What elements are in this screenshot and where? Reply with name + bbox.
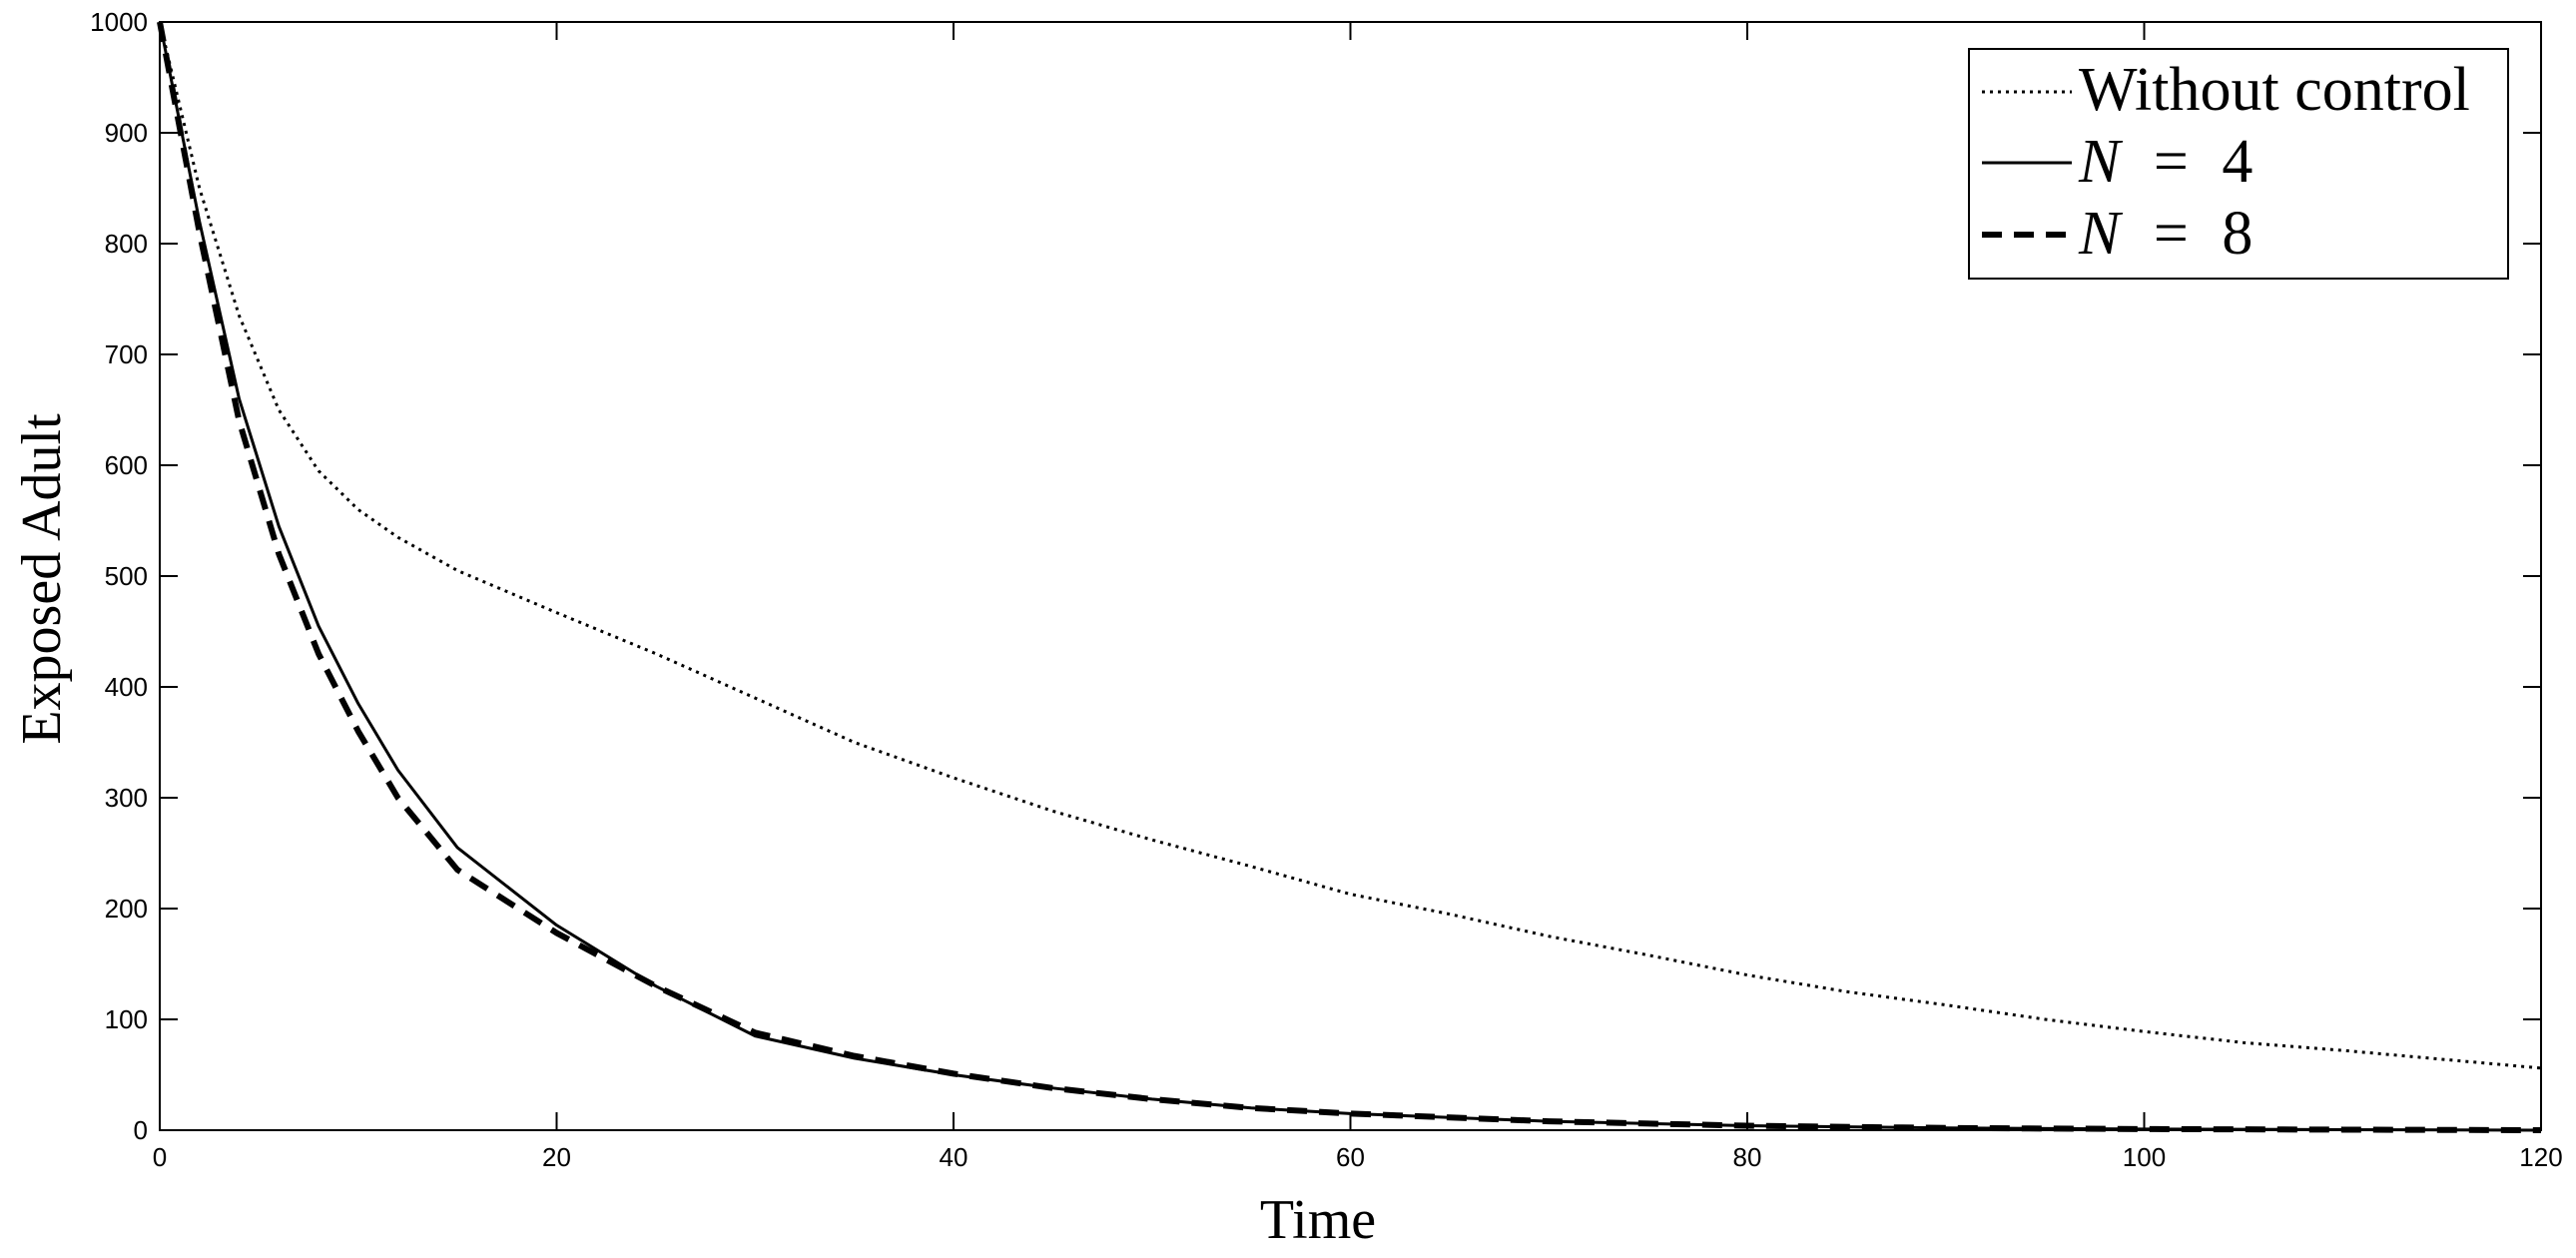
- series-layer: [157, 21, 2542, 1133]
- legend-entry-n8: N = 8: [1982, 200, 2253, 268]
- y-tick-label: 600: [105, 450, 148, 480]
- x-tick-label: 120: [2519, 1142, 2562, 1172]
- y-tick-label: 700: [105, 339, 148, 369]
- legend-n8-op: =: [2154, 200, 2189, 268]
- x-axis-label: Time: [1260, 1189, 1376, 1251]
- x-tick-label: 100: [2123, 1142, 2166, 1172]
- legend-n4-op: =: [2154, 128, 2189, 196]
- x-tick-label: 40: [940, 1142, 968, 1172]
- x-tick-label: 20: [542, 1142, 571, 1172]
- legend-label-n8: N = 8: [2078, 200, 2253, 268]
- y-tick-label: 900: [105, 118, 148, 148]
- legend-entry-n4: N = 4: [1982, 128, 2253, 196]
- y-tick-label: 800: [105, 229, 148, 259]
- y-tick-label: 200: [105, 894, 148, 924]
- x-tick-label: 0: [153, 1142, 167, 1172]
- y-tick-label: 300: [105, 783, 148, 813]
- y-tick-label: 100: [105, 1004, 148, 1034]
- legend-label-n4: N = 4: [2078, 128, 2253, 196]
- legend: Without control N = 4 N = 8: [1968, 48, 2509, 280]
- y-tick-label: 1000: [90, 7, 148, 37]
- y-tick-label: 500: [105, 561, 148, 591]
- legend-entry-without-control: Without control: [1982, 56, 2470, 124]
- x-tick-label: 60: [1336, 1142, 1365, 1172]
- axes-layer: 0 20 40 60 80 100 120 0 100 200 300 400 500 600 700 800…: [90, 7, 2563, 1172]
- y-axis-label: Exposed Adult: [11, 413, 73, 745]
- legend-n8-var: N: [2078, 200, 2124, 268]
- legend-label-without-control: Without control: [2079, 56, 2470, 124]
- legend-n4-num: 4: [2222, 128, 2253, 196]
- legend-n4-var: N: [2078, 128, 2124, 196]
- legend-n8-num: 8: [2222, 200, 2253, 268]
- y-tick-label: 400: [105, 672, 148, 702]
- series-line-n-8: [157, 21, 2542, 1133]
- series-line-without-control: [158, 21, 2542, 1070]
- y-tick-label: 0: [134, 1115, 148, 1145]
- x-tick-label: 80: [1733, 1142, 1762, 1172]
